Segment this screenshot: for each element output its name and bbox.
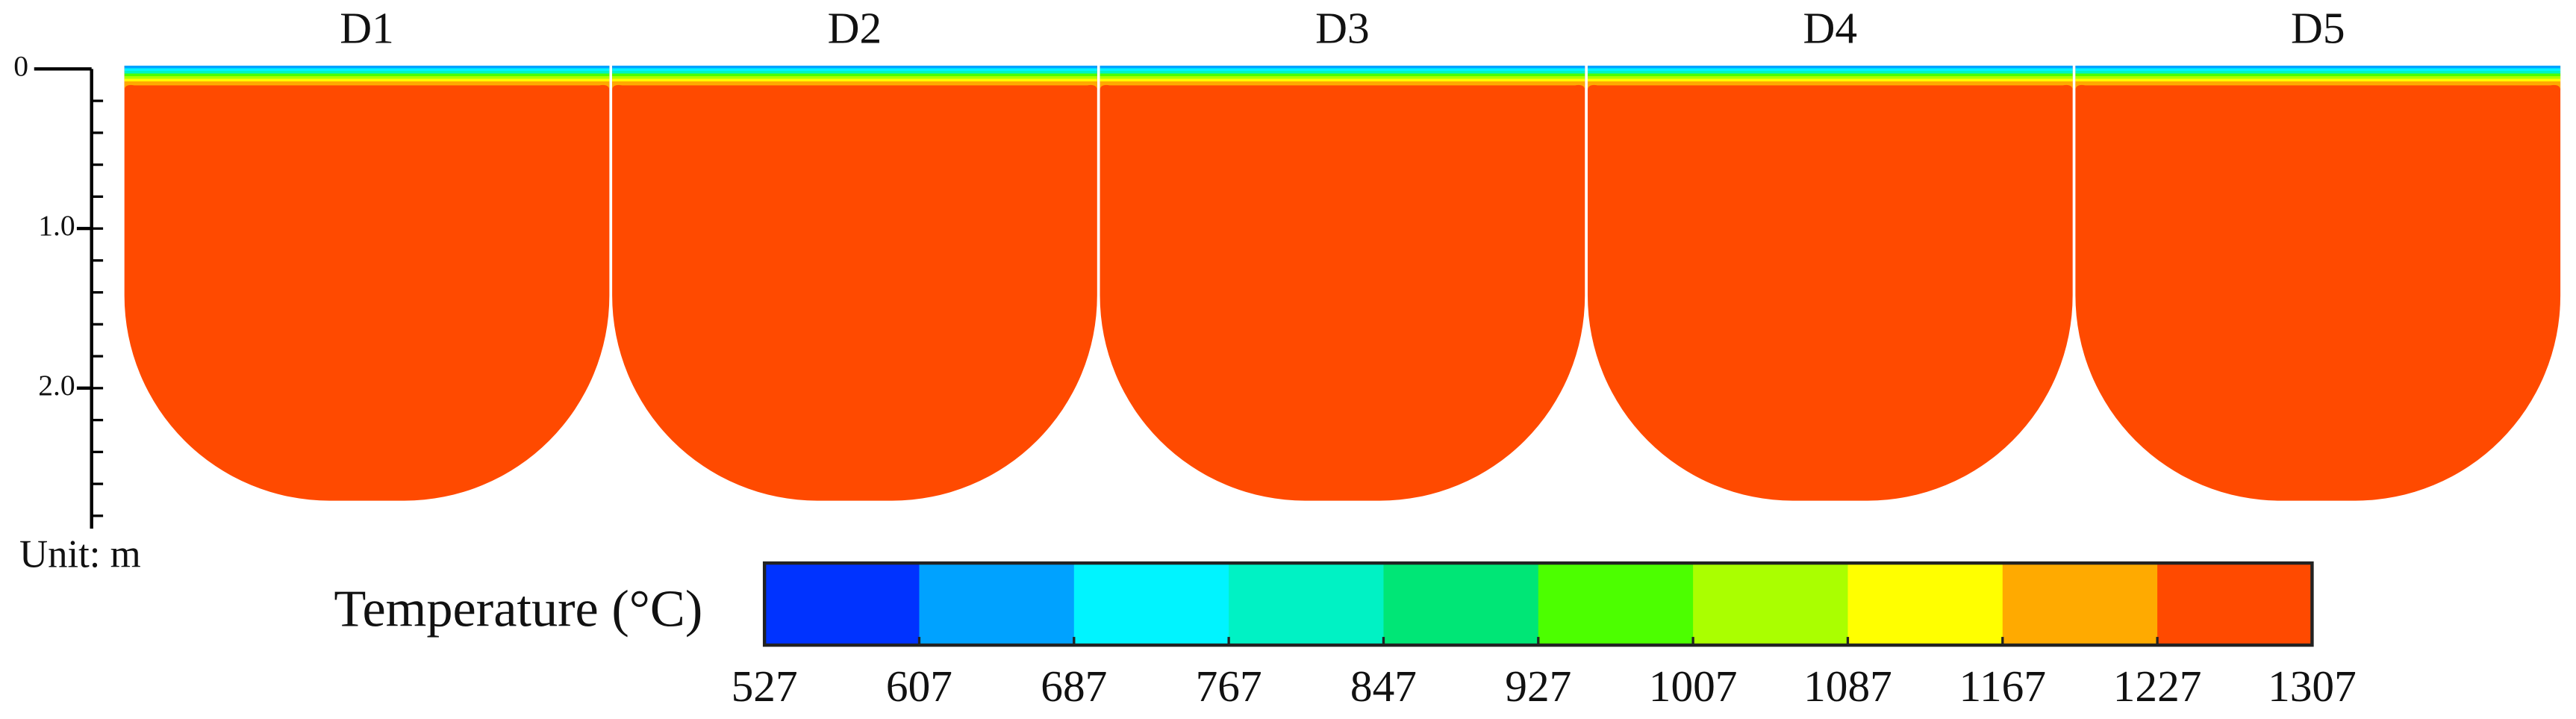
surface-band xyxy=(1100,68,1585,72)
panel-label: D2 xyxy=(828,4,882,53)
unit-label: Unit: m xyxy=(19,533,141,576)
surface-band xyxy=(2075,76,2561,79)
surface-band xyxy=(1100,76,1585,79)
surface-band xyxy=(1100,70,1585,74)
surface-fade xyxy=(124,84,610,90)
colorbar-segment xyxy=(1383,563,1539,646)
colorbar-tick-label: 767 xyxy=(1196,662,1262,711)
surface-fade xyxy=(612,84,1097,90)
panel-label: D5 xyxy=(2291,4,2345,53)
colorbar-tick-label: 1087 xyxy=(1803,662,1892,711)
colorbar-tick-label: 847 xyxy=(1350,662,1417,711)
surface-band xyxy=(124,68,610,72)
colorbar-tick-label: 1227 xyxy=(2113,662,2202,711)
colorbar-segment xyxy=(764,563,920,646)
colorbar-tick-label: 687 xyxy=(1041,662,1107,711)
surface-band xyxy=(124,78,610,82)
colorbar-tick-label: 1167 xyxy=(1959,662,2047,711)
colorbar-tick-label: 1307 xyxy=(2268,662,2357,711)
colorbar-tick-label: 1007 xyxy=(1649,662,1738,711)
depth-tick-label: 0 xyxy=(13,49,28,82)
surface-band xyxy=(1587,70,2073,74)
surface-band xyxy=(1587,78,2073,82)
colorbar-tick-label: 527 xyxy=(732,662,798,711)
surface-band xyxy=(124,81,610,84)
colorbar-segment xyxy=(1538,563,1694,646)
colorbar-segment xyxy=(2157,563,2313,646)
surface-band xyxy=(124,73,610,77)
colorbar-segment xyxy=(919,563,1075,646)
surface-band xyxy=(1100,73,1585,77)
panel-field xyxy=(1587,65,2073,501)
surface-band xyxy=(1100,78,1585,82)
surface-band xyxy=(1100,81,1585,84)
colorbar-segment xyxy=(1693,563,1849,646)
surface-band xyxy=(124,65,610,69)
surface-band xyxy=(1587,81,2073,84)
surface-fade xyxy=(1100,84,1585,90)
colorbar-tick-label: 927 xyxy=(1505,662,1571,711)
panel-field xyxy=(612,65,1097,501)
surface-band xyxy=(1100,65,1585,69)
colorbar-segment xyxy=(1229,563,1385,646)
panel-label: D4 xyxy=(1803,4,1858,53)
surface-band xyxy=(612,73,1097,77)
surface-band xyxy=(2075,68,2561,72)
colorbar-tick-label: 607 xyxy=(886,662,952,711)
panel-field xyxy=(2075,65,2561,501)
colorbar-segment xyxy=(1847,563,2003,646)
surface-fade xyxy=(2075,84,2561,90)
surface-band xyxy=(1587,73,2073,77)
surface-band xyxy=(124,70,610,74)
surface-band xyxy=(1587,65,2073,69)
colorbar-title: Temperature (°C) xyxy=(334,579,702,638)
surface-band xyxy=(612,68,1097,72)
surface-band xyxy=(2075,78,2561,82)
surface-band xyxy=(2075,65,2561,69)
surface-band xyxy=(2075,70,2561,74)
surface-band xyxy=(1587,76,2073,79)
panel-field xyxy=(124,65,610,501)
surface-fade xyxy=(1587,84,2073,90)
panel-label: D1 xyxy=(340,4,394,53)
panel-label: D3 xyxy=(1315,4,1370,53)
panel-field xyxy=(1100,65,1585,501)
surface-band xyxy=(2075,81,2561,84)
depth-tick-label: 1.0 xyxy=(38,209,75,242)
surface-band xyxy=(612,81,1097,84)
surface-band xyxy=(1587,68,2073,72)
surface-band xyxy=(612,70,1097,74)
surface-band xyxy=(612,76,1097,79)
colorbar-segment xyxy=(1073,563,1229,646)
surface-band xyxy=(612,78,1097,82)
surface-band xyxy=(124,76,610,79)
surface-band xyxy=(2075,73,2561,77)
surface-band xyxy=(612,65,1097,69)
depth-tick-label: 2.0 xyxy=(38,369,75,402)
colorbar-segment xyxy=(2002,563,2158,646)
